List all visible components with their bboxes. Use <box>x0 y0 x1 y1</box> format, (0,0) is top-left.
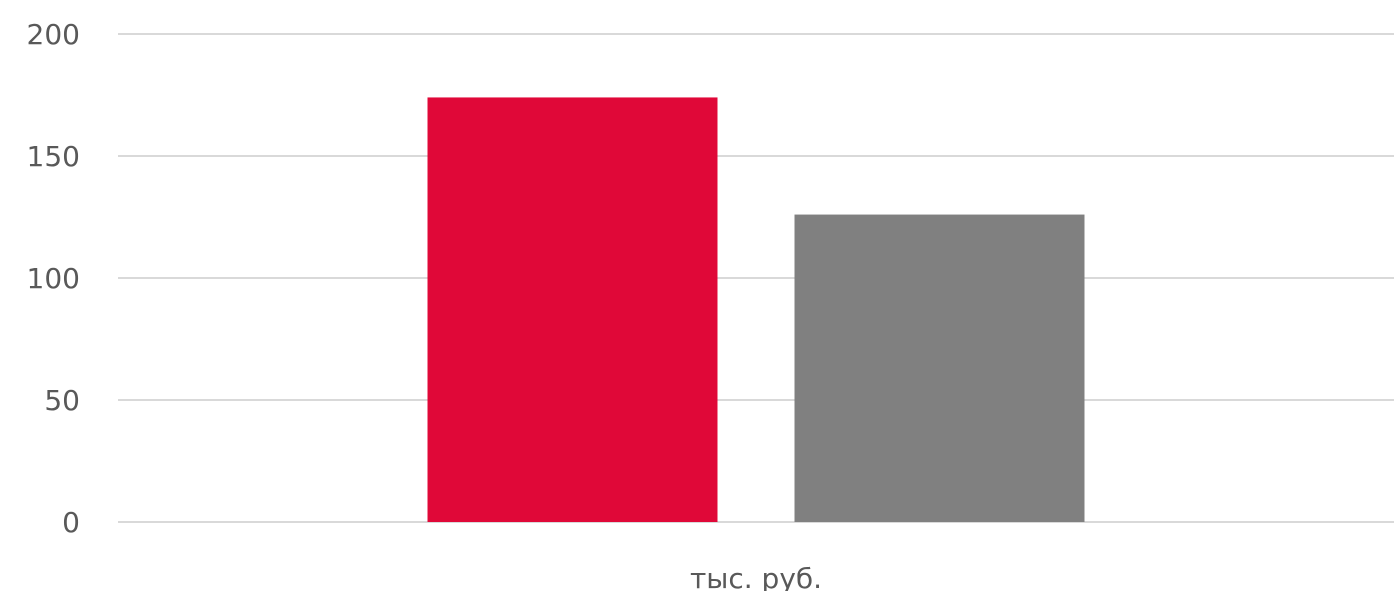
y-tick-label: 0 <box>62 506 80 539</box>
y-tick-label: 150 <box>27 140 80 173</box>
gridlines <box>118 33 1394 523</box>
bar-series-2 <box>794 214 1085 522</box>
y-axis: 0 50 100 150 200 <box>27 18 80 539</box>
x-category-label: тыс. руб. <box>690 562 822 591</box>
bars <box>427 97 1085 522</box>
bar-series-1 <box>427 97 718 522</box>
x-axis: тыс. руб. <box>690 562 822 591</box>
y-tick-label: 50 <box>44 384 80 417</box>
y-tick-label: 100 <box>27 262 80 295</box>
y-tick-label: 200 <box>27 18 80 51</box>
